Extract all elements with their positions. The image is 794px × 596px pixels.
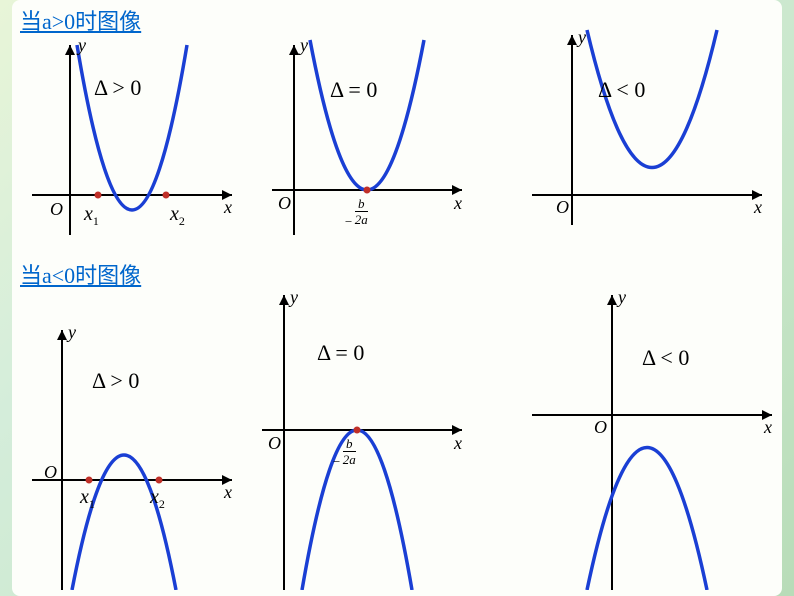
content-panel: 当a>0时图像 y x O Δ > 0 x1 x2 y x O	[12, 0, 782, 596]
graph-down-delta-eq: y x O Δ = 0 −b2a	[262, 285, 482, 590]
origin-label: O	[44, 462, 57, 483]
delta-label: Δ = 0	[330, 77, 377, 103]
y-axis-label: y	[618, 287, 626, 308]
heading-a-positive: 当a>0时图像	[20, 4, 141, 36]
x1-label: x1	[84, 203, 99, 229]
delta-label: Δ = 0	[317, 340, 364, 366]
delta-label: Δ < 0	[642, 345, 689, 371]
origin-label: O	[50, 199, 63, 220]
y-axis-label: y	[68, 322, 76, 343]
graph-up-delta-lt: y x O Δ < 0	[532, 25, 772, 225]
x-axis-label: x	[454, 193, 462, 214]
x-axis-label: x	[764, 417, 772, 438]
parabola-down-2roots-svg	[32, 300, 242, 590]
y-axis-label: y	[290, 287, 298, 308]
vertex-label: −b2a	[332, 437, 356, 468]
x-axis-label: x	[754, 197, 762, 218]
graph-down-delta-lt: y x O Δ < 0	[532, 285, 782, 590]
graph-up-delta-eq: y x O Δ = 0 −b2a	[272, 35, 472, 235]
origin-label: O	[556, 197, 569, 218]
heading-a-negative: 当a<0时图像	[20, 258, 141, 290]
delta-label: Δ < 0	[598, 77, 645, 103]
origin-label: O	[278, 193, 291, 214]
x2-label: x2	[150, 486, 165, 512]
origin-label: O	[268, 433, 281, 454]
y-axis-label: y	[78, 35, 86, 56]
graph-down-delta-gt: y x O Δ > 0 x1 x2	[32, 300, 242, 590]
x-axis-label: x	[224, 197, 232, 218]
origin-label: O	[594, 417, 607, 438]
parabola-down-1root-svg	[262, 285, 482, 590]
parabola-down-0roots-svg	[532, 285, 782, 590]
y-axis-label: y	[300, 35, 308, 56]
x1-label: x1	[80, 486, 95, 512]
parabola-up-0roots-svg	[532, 25, 772, 225]
delta-label: Δ > 0	[92, 368, 139, 394]
y-axis-label: y	[578, 27, 586, 48]
x-axis-label: x	[224, 482, 232, 503]
x2-label: x2	[170, 203, 185, 229]
x-axis-label: x	[454, 433, 462, 454]
vertex-label: −b2a	[344, 197, 368, 228]
graph-up-delta-gt: y x O Δ > 0 x1 x2	[32, 35, 242, 235]
parabola-up-2roots-svg	[32, 35, 242, 235]
parabola-up-1root-svg	[272, 35, 472, 235]
delta-label: Δ > 0	[94, 75, 141, 101]
